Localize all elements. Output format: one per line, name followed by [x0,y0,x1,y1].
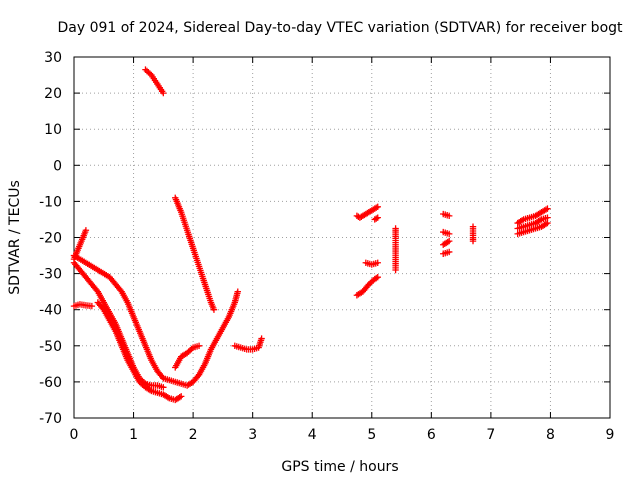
x-axis-ticks: 0 1 2 3 4 5 6 7 8 9 [70,57,615,443]
data-point [374,259,381,266]
data-point [234,288,241,295]
x-tick-label: 1 [129,427,138,443]
x-tick-label: 0 [70,427,79,443]
series-arc14 [392,225,399,274]
data-point [194,372,202,380]
y-axis-ticks: 30 20 10 0 -10 -20 -30 -40 -50 -60 -70 [39,50,610,427]
series-arc3 [70,252,241,389]
x-tick-label: 5 [367,427,376,443]
series-arc19 [469,223,477,245]
y-tick-label: -40 [39,303,62,319]
data-point [210,306,218,313]
series-arc7 [172,194,218,313]
data-point [117,287,124,294]
data-point [160,89,167,97]
y-tick-label: -50 [39,339,62,355]
y-tick-label: -10 [39,194,62,210]
series-arc12 [362,259,381,268]
y-tick-label: -60 [39,375,62,391]
series-arc22 [514,219,551,238]
data-point [195,342,203,349]
series-arc17 [440,237,453,248]
series-arc2 [70,301,96,310]
data-point [392,266,399,274]
y-axis-label: SDTVAR / TECUs [7,180,23,295]
data-marks [70,66,551,404]
grid [74,57,610,418]
y-tick-label: 10 [44,122,62,138]
data-point [446,248,453,256]
series-arc15 [440,210,453,220]
data-point [99,305,106,312]
series-arc18 [440,248,453,257]
y-tick-label: -30 [39,267,62,283]
series-arc21 [514,214,551,232]
series-arc8 [172,342,203,371]
data-point [446,237,453,245]
data-point [88,302,96,310]
series-arc9 [231,335,265,353]
x-tick-label: 8 [546,427,555,443]
data-point [373,215,380,222]
data-point [93,287,100,294]
data-point [544,214,551,221]
series-arc13 [353,274,381,299]
series-arc4 [70,259,167,391]
data-point [446,230,453,238]
data-point [374,274,381,281]
series-arc16 [440,228,453,238]
x-axis-label: GPS time / hours [281,459,398,475]
x-tick-label: 9 [606,427,615,443]
y-tick-label: 20 [44,86,62,102]
data-point [178,393,185,400]
data-point [544,205,551,212]
data-point [374,203,381,211]
series-arc6 [142,66,167,97]
series-arc10 [353,203,381,221]
data-point [374,214,381,221]
data-point [258,335,265,342]
data-point [160,384,167,391]
y-tick-label: -70 [39,411,62,427]
data-point [469,237,477,245]
series-arc11 [371,214,381,223]
x-tick-label: 7 [486,427,495,443]
series-arc5 [94,299,185,404]
x-tick-label: 6 [427,427,436,443]
chart-title: Day 091 of 2024, Sidereal Day-to-day VTE… [57,20,623,36]
data-point [544,219,551,227]
y-tick-label: 30 [44,50,62,66]
x-tick-label: 3 [248,427,257,443]
data-point [446,212,453,220]
y-tick-label: 0 [53,158,62,174]
data-point [82,227,90,234]
x-tick-label: 4 [308,427,317,443]
y-tick-label: -20 [39,231,62,247]
series-arc20 [514,205,551,227]
x-tick-label: 2 [189,427,198,443]
